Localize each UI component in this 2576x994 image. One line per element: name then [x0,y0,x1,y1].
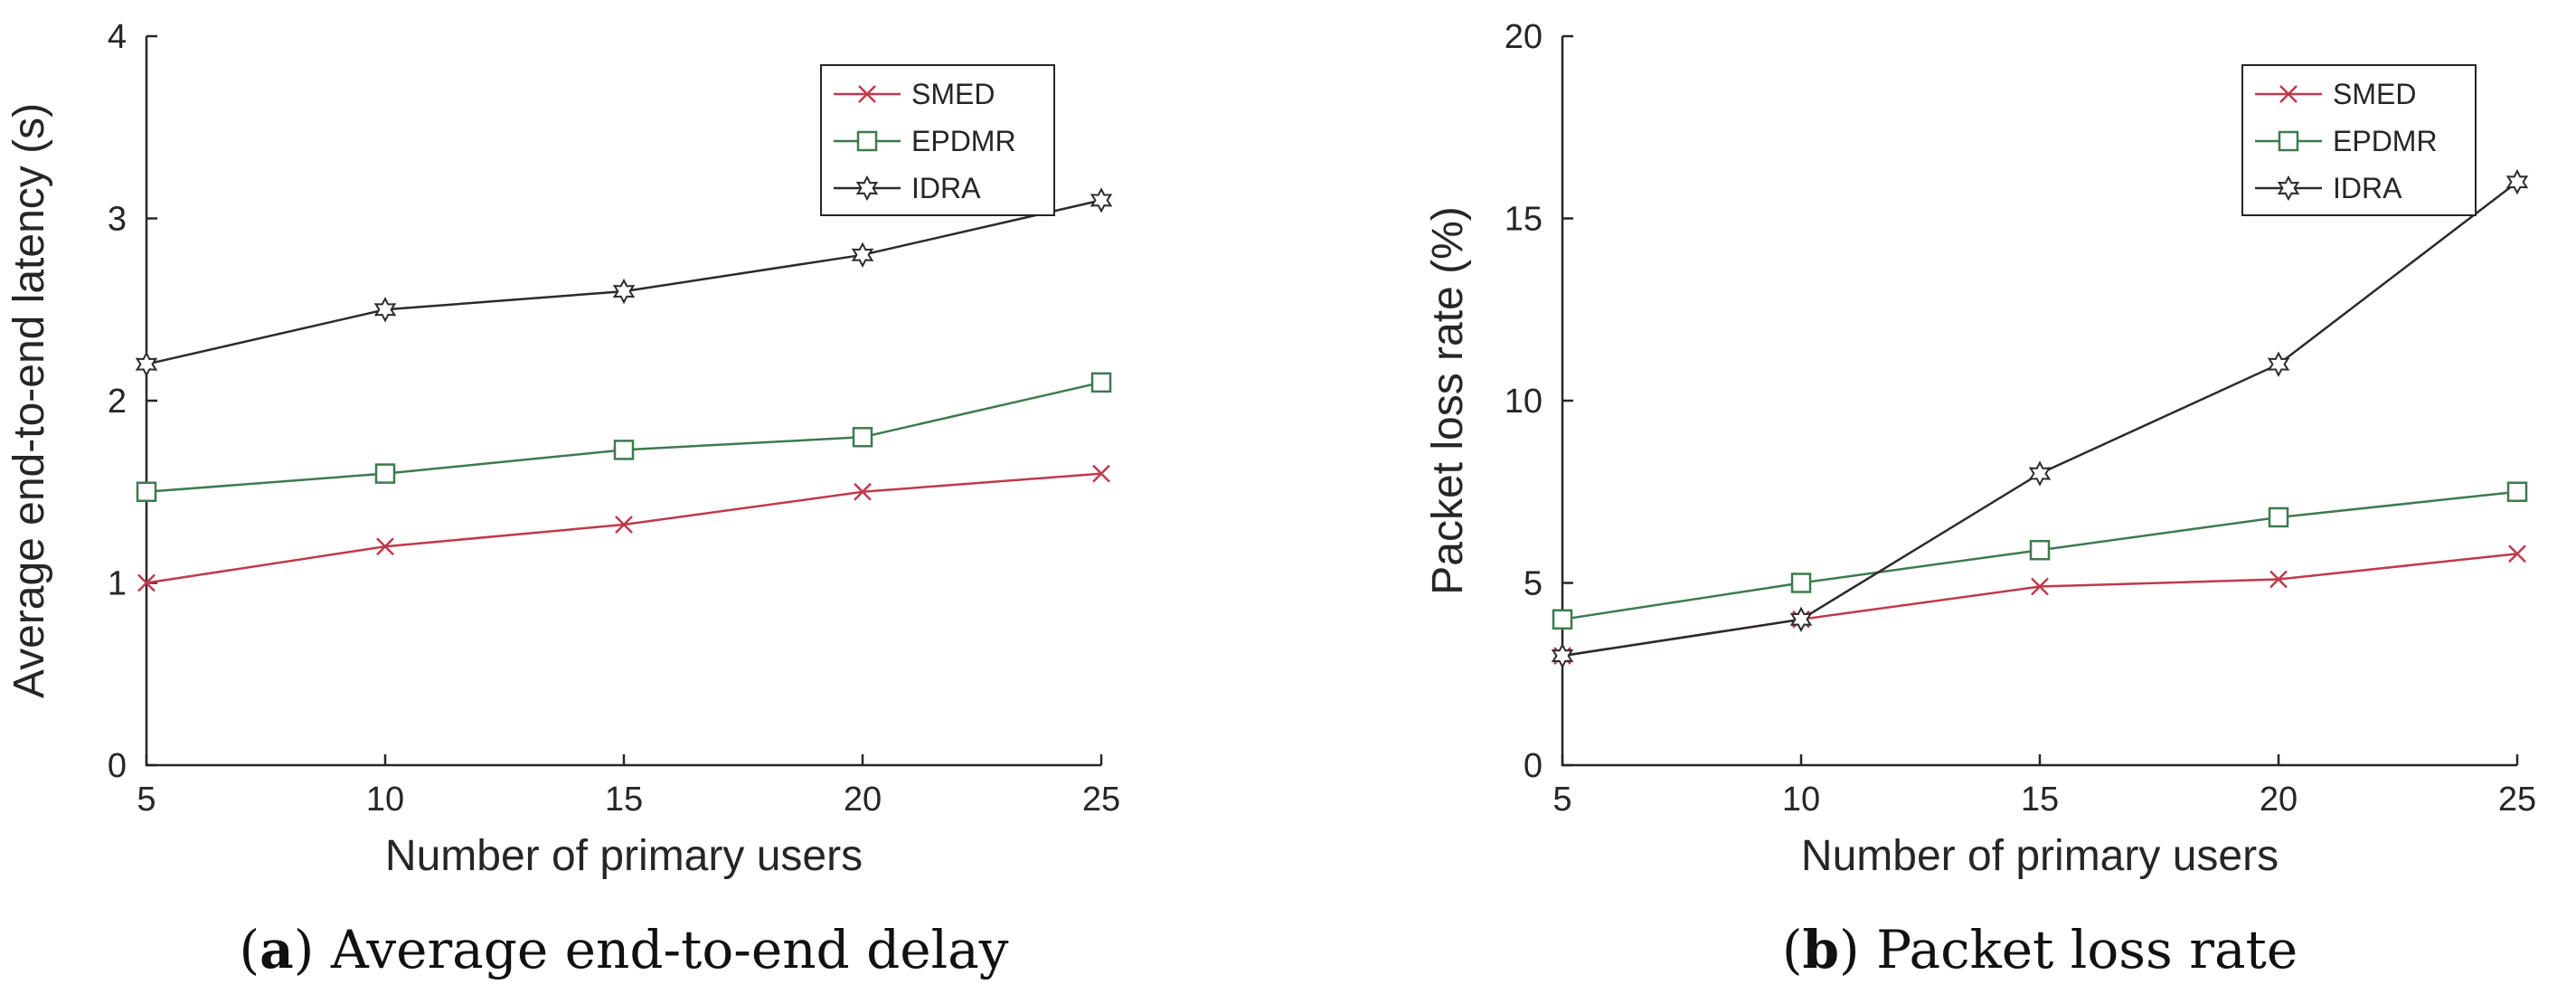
data-point-smed [2031,577,2049,596]
x-tick-label: 25 [1082,781,1120,819]
series-idra [135,187,1113,377]
data-point-idra [1551,642,1574,669]
data-point-smed [615,516,633,534]
y-tick-label: 10 [1505,383,1543,421]
x-tick-label: 10 [366,781,404,819]
data-point-epdmr [1790,573,1812,593]
data-point-idra [1090,187,1113,213]
legend-label-idra: IDRA [2333,172,2402,204]
data-point-idra [373,297,397,323]
legend-marker-idra [2277,175,2300,202]
series-line-idra [1562,181,2518,658]
x-axis-label: Number of primary users [385,832,863,880]
y-tick-label: 3 [108,201,127,239]
data-point-epdmr [2506,481,2528,502]
data-point-epdmr [1090,372,1112,393]
legend-label-smed: SMED [2333,78,2416,110]
data-point-epdmr [613,440,635,460]
series-epdmr [1552,481,2528,630]
legend-label-smed: SMED [911,78,995,110]
data-point-idra [612,278,636,305]
y-tick-label: 5 [1524,565,1543,603]
y-axis-label: Packet loss rate (%) [1424,206,1472,594]
x-tick-label: 20 [2260,781,2298,819]
data-point-smed [854,482,872,501]
data-point-smed [2508,544,2526,563]
legend-marker-epdmr [856,130,878,152]
legend-label-idra: IDRA [911,172,981,204]
legend-marker-epdmr [2278,130,2299,152]
data-point-smed [2269,570,2288,589]
y-axis-label: Average end-to-end latency (s) [5,103,53,698]
legend: SMED EPDMR IDRA [2241,64,2477,216]
data-point-idra [2267,351,2290,377]
data-point-smed [376,537,394,556]
legend-label-epdmr: EPDMR [2333,125,2438,157]
data-point-epdmr [2268,506,2289,528]
series-line-smed [146,472,1102,584]
series-line-epdmr [146,381,1102,494]
x-axis-label: Number of primary users [1801,832,2279,880]
x-tick-label: 10 [1782,781,1820,819]
y-tick-label: 4 [108,18,127,56]
legend: SMED EPDMR IDRA [820,64,1055,216]
y-tick-label: 2 [108,383,127,421]
data-point-epdmr [852,427,873,448]
y-tick-label: 0 [108,747,127,785]
data-point-idra [135,351,158,377]
series-smed [1553,544,2526,665]
data-point-idra [851,241,874,268]
data-point-epdmr [2029,539,2051,561]
caption: (b) Packet loss rate [1782,919,2298,980]
x-tick-label: 5 [137,781,156,819]
legend-marker-smed [858,85,876,103]
caption: (a) Average end-to-end delay [240,919,1009,980]
x-tick-label: 15 [605,781,643,819]
series-line-smed [1562,553,2518,658]
series-smed [137,464,1110,592]
data-point-smed [137,573,156,592]
data-point-idra [2028,460,2052,487]
data-point-idra [2505,169,2529,195]
y-tick-label: 0 [1524,747,1543,785]
y-tick-label: 20 [1505,18,1543,56]
chart-latency: 0 1 2 3 4 5 10 15 20 25 Number of primary users Ave… [5,18,1120,980]
legend-marker-smed [2279,85,2298,103]
x-tick-label: 25 [2498,781,2536,819]
legend-marker-idra [855,175,879,202]
legend-label-epdmr: EPDMR [911,125,1016,157]
data-point-smed [1092,464,1110,483]
x-tick-label: 20 [844,781,882,819]
x-tick-label: 5 [1552,781,1571,819]
y-tick-label: 15 [1505,201,1543,239]
y-tick-label: 1 [108,565,127,603]
series-idra [1551,169,2529,669]
data-point-epdmr [374,463,396,484]
data-point-epdmr [136,481,157,502]
series-epdmr [136,372,1112,502]
x-tick-label: 15 [2021,781,2059,819]
data-point-idra [1789,606,1813,632]
data-point-epdmr [1552,609,1573,630]
